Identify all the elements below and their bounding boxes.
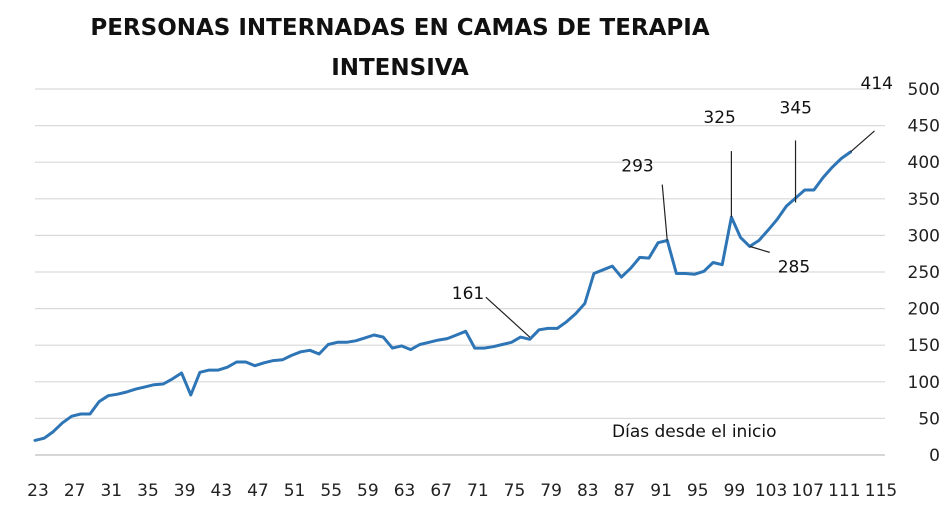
x-tick-label: 99	[724, 481, 746, 501]
x-axis-tick-labels: 23 27 31 35 39 43 47 51 55 59 63 67 71 75 79 83 87 91 95 99…	[27, 481, 897, 501]
x-axis-label: Días desde el inicio	[612, 422, 777, 442]
annotation-leader-285	[749, 245, 770, 253]
x-tick-label: 75	[504, 481, 526, 501]
y-tick-label: 300	[908, 226, 940, 246]
gridlines	[35, 88, 885, 456]
x-tick-label: 47	[247, 481, 269, 501]
annotation-label-285: 285	[778, 257, 810, 277]
chart-title-line-2: INTENSIVA	[331, 55, 469, 81]
x-tick-label: 115	[865, 481, 897, 501]
series-group	[33, 150, 852, 442]
x-tick-label: 63	[394, 481, 416, 501]
chart-title-line-1: PERSONAS INTERNADAS EN CAMAS DE TERAPIA	[90, 15, 710, 41]
x-tick-label: 31	[100, 481, 122, 501]
annotations-group: 161 293 325 285 345 414	[452, 74, 893, 338]
x-tick-label: 79	[540, 481, 562, 501]
y-tick-label: 400	[908, 153, 940, 173]
x-tick-label: 59	[357, 481, 379, 501]
x-tick-label: 55	[320, 481, 342, 501]
x-tick-label: 39	[174, 481, 196, 501]
x-tick-label: 43	[210, 481, 232, 501]
annotation-label-293: 293	[621, 157, 653, 177]
y-tick-label: 50	[918, 409, 940, 429]
annotation-label-325: 325	[703, 108, 735, 128]
annotation-leader-414	[850, 130, 875, 153]
x-tick-label: 91	[650, 481, 672, 501]
x-tick-label: 71	[467, 481, 489, 501]
y-tick-label: 100	[908, 373, 940, 393]
x-tick-label: 83	[577, 481, 599, 501]
y-tick-label: 350	[908, 190, 940, 210]
x-tick-label: 95	[687, 481, 709, 501]
annotation-leader-161	[485, 296, 531, 338]
x-tick-label: 111	[828, 481, 860, 501]
y-tick-label: 0	[929, 446, 940, 466]
series-line-0	[33, 150, 852, 442]
annotation-label-161: 161	[452, 284, 484, 304]
annotation-leader-293	[661, 184, 668, 241]
x-tick-label: 67	[430, 481, 452, 501]
y-tick-label: 500	[908, 80, 940, 100]
x-tick-label: 27	[64, 481, 86, 501]
x-tick-label: 87	[614, 481, 636, 501]
x-tick-label: 107	[791, 481, 823, 501]
y-tick-label: 150	[908, 336, 940, 356]
x-tick-label: 23	[27, 481, 49, 501]
x-tick-label: 103	[755, 481, 787, 501]
annotation-label-345: 345	[780, 98, 812, 118]
chart-title: PERSONAS INTERNADAS EN CAMAS DE TERAPIA …	[80, 8, 720, 88]
annotation-label-414: 414	[861, 74, 893, 94]
y-axis-tick-labels: 0 50 100 150 200 250 300 350 400 450 500	[908, 80, 940, 466]
x-tick-label: 51	[284, 481, 306, 501]
y-tick-label: 450	[908, 117, 940, 137]
x-tick-label: 35	[137, 481, 159, 501]
y-tick-label: 200	[908, 300, 940, 320]
y-tick-label: 250	[908, 263, 940, 283]
